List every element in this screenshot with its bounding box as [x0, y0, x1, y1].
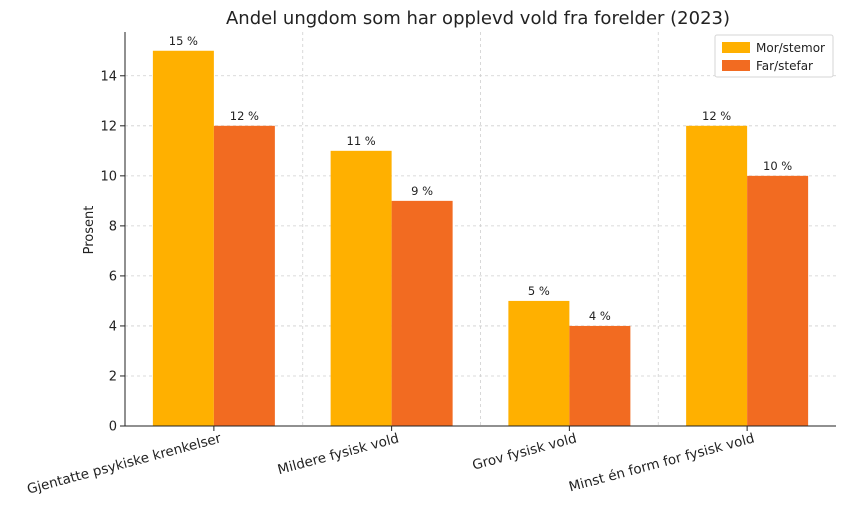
y-tick-label: 10	[100, 169, 117, 184]
bar-far-stefar	[747, 175, 809, 426]
bar-far-stefar	[569, 325, 631, 426]
x-category-label: Mildere fysisk vold	[276, 430, 401, 478]
data-label: 12 %	[702, 109, 731, 123]
bar-mor-stemor	[330, 150, 392, 427]
data-label: 5 %	[528, 284, 550, 298]
data-label: 11 %	[347, 134, 376, 148]
data-label: 4 %	[589, 309, 611, 323]
bar-far-stefar	[391, 200, 453, 426]
legend-label-mor-stemor: Mor/stemor	[756, 41, 825, 55]
y-tick-label: 14	[100, 69, 117, 84]
legend-label-far-stefar: Far/stefar	[756, 59, 813, 73]
chart-title: Andel ungdom som har opplevd vold fra fo…	[226, 8, 730, 29]
data-label: 12 %	[230, 109, 259, 123]
y-tick-label: 12	[100, 119, 117, 134]
x-category-label: Gjentatte psykiske krenkelser	[25, 430, 223, 497]
grid	[125, 32, 836, 426]
y-tick-label: 6	[109, 269, 117, 284]
y-tick-label: 0	[109, 420, 117, 435]
bar-mor-stemor	[686, 125, 748, 427]
bar-far-stefar	[213, 125, 275, 427]
x-categories: Gjentatte psykiske krenkelser Mildere fys…	[25, 426, 756, 498]
axes	[124, 32, 836, 427]
bar-mor-stemor	[152, 50, 214, 427]
y-tick-label: 8	[109, 219, 117, 234]
x-category-label: Grov fysisk vold	[471, 430, 579, 473]
data-label: 9 %	[411, 184, 433, 198]
legend: Mor/stemor Far/stefar	[714, 34, 834, 78]
y-axis-label: Prosent	[82, 206, 97, 255]
y-tick-label: 2	[109, 369, 117, 384]
data-label: 15 %	[169, 34, 198, 48]
legend-swatch-mor-stemor	[722, 42, 750, 53]
bars	[152, 50, 809, 427]
x-category-label: Minst én form for fysisk vold	[567, 430, 756, 495]
y-ticks: 0 2 4 6 8 10 12 14	[100, 69, 125, 435]
legend-swatch-far-stefar	[722, 60, 750, 71]
bar-mor-stemor	[508, 300, 570, 426]
data-label: 10 %	[763, 159, 792, 173]
data-labels: 15 % 11 % 5 % 12 % 12 % 9 % 4 % 10 %	[169, 34, 793, 323]
y-tick-label: 4	[109, 319, 117, 334]
